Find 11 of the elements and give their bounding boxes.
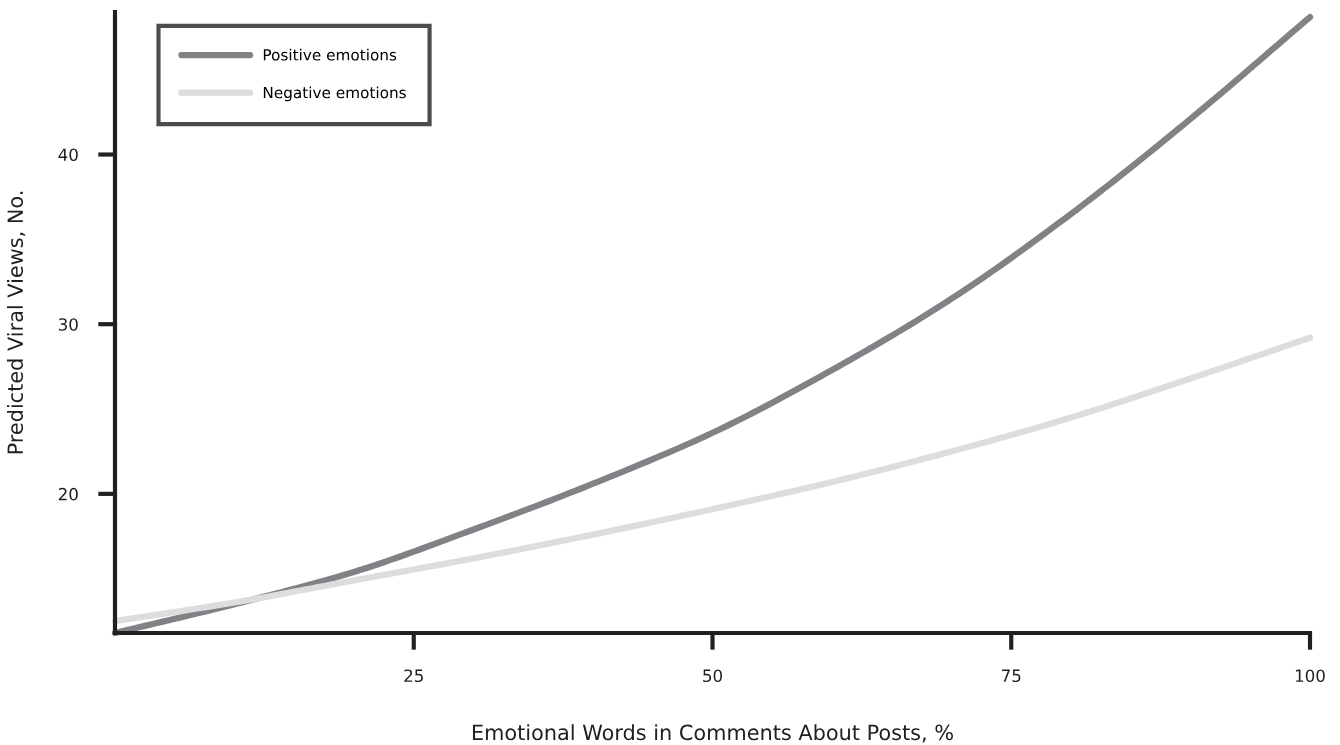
- x-tick-label: 50: [703, 669, 722, 683]
- x-tick-label: 25: [404, 669, 423, 683]
- y-tick-label: 40: [58, 148, 78, 162]
- x-axis-title: Emotional Words in Comments About Posts, %: [472, 724, 953, 743]
- y-tick-label: 20: [58, 487, 78, 501]
- y-axis-title: Predicted Viral Views, No.: [6, 191, 26, 454]
- legend-label: Positive emotions: [263, 48, 397, 61]
- y-tick-label: 30: [58, 318, 78, 331]
- legend-label: Negative emotions: [263, 86, 406, 102]
- x-tick-label: 100: [1295, 669, 1325, 683]
- x-tick-label: 75: [1002, 669, 1021, 683]
